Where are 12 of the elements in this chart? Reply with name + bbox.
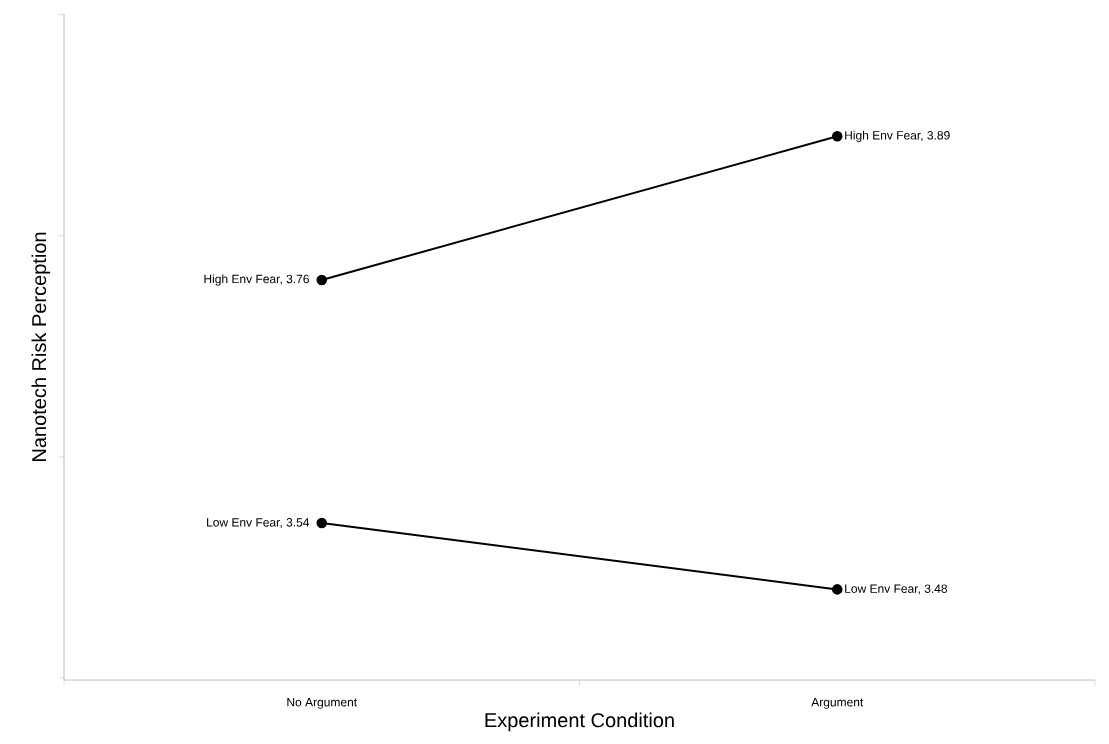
x-tick-label: Argument: [811, 698, 864, 709]
point: [831, 131, 843, 142]
point: [316, 517, 328, 529]
x-axis-title: Experiment Condition: [485, 712, 674, 732]
x-tick-label: No Argument: [287, 698, 357, 709]
data-label: High Env Fear, 3.76: [204, 274, 309, 286]
point: [316, 274, 328, 286]
y-axis-title: Nanotech Risk Perception: [31, 232, 51, 461]
data-label: Low Env Fear, 3.54: [207, 518, 310, 529]
point: [831, 584, 843, 595]
data-label: High Env Fear, 3.89: [845, 130, 950, 142]
data-label: Low Env Fear, 3.48: [845, 584, 948, 595]
